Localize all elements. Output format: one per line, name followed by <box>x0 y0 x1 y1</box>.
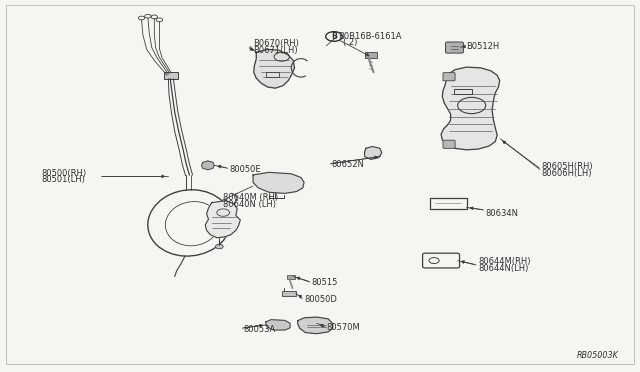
Polygon shape <box>441 67 500 150</box>
FancyBboxPatch shape <box>443 140 455 148</box>
Text: 80050D: 80050D <box>304 295 337 304</box>
Bar <box>287 275 295 279</box>
Polygon shape <box>365 147 382 160</box>
FancyBboxPatch shape <box>443 73 455 81</box>
Text: 80640M (RH): 80640M (RH) <box>223 193 278 202</box>
FancyBboxPatch shape <box>445 42 463 53</box>
Polygon shape <box>202 161 214 170</box>
Text: 80570M: 80570M <box>326 323 360 331</box>
Bar <box>454 89 472 94</box>
Polygon shape <box>205 201 241 238</box>
Bar <box>429 198 467 209</box>
Text: 80501(LH): 80501(LH) <box>41 175 84 184</box>
Bar <box>164 71 178 79</box>
Text: 80644M(RH): 80644M(RH) <box>478 257 531 266</box>
Text: 80634N: 80634N <box>486 209 518 218</box>
Text: 80050E: 80050E <box>230 165 261 174</box>
Text: 80515: 80515 <box>311 278 337 287</box>
Text: 80053A: 80053A <box>244 325 276 334</box>
Text: B0670(RH): B0670(RH) <box>253 39 299 48</box>
Bar <box>365 52 377 58</box>
Text: 80644N(LH): 80644N(LH) <box>478 264 529 273</box>
Polygon shape <box>266 320 290 330</box>
Text: B0512H: B0512H <box>467 42 500 51</box>
Polygon shape <box>253 172 304 193</box>
Circle shape <box>216 244 223 249</box>
Text: RB05003K: RB05003K <box>577 350 618 360</box>
Text: ( 2): ( 2) <box>343 38 357 47</box>
Text: B0B16B-6161A: B0B16B-6161A <box>338 32 401 41</box>
Text: 80605H(RH): 80605H(RH) <box>541 162 593 171</box>
Polygon shape <box>298 317 333 334</box>
Text: B0671(LH): B0671(LH) <box>253 46 298 55</box>
Bar <box>282 291 296 296</box>
Text: B: B <box>331 32 337 41</box>
Bar <box>266 72 279 77</box>
Text: 80500(RH): 80500(RH) <box>41 169 86 177</box>
Text: 80606H(LH): 80606H(LH) <box>541 169 592 177</box>
Text: 80640N (LH): 80640N (LH) <box>223 200 276 209</box>
Polygon shape <box>253 49 294 88</box>
Text: 80652N: 80652N <box>332 160 364 169</box>
